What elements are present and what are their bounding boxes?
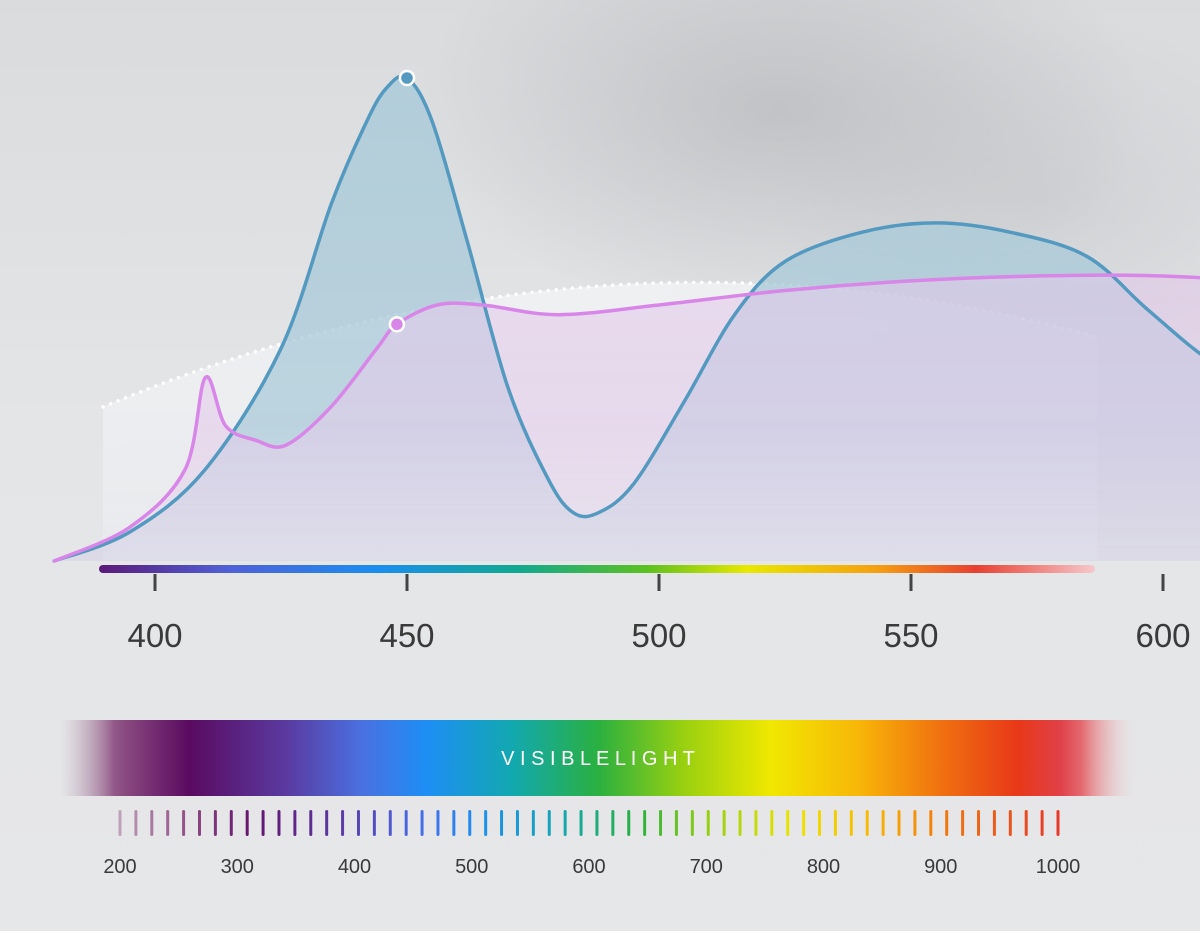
scale-tick: [515, 810, 519, 836]
scale-label-1000: 1000: [1036, 856, 1081, 878]
scale-tick: [134, 810, 138, 836]
scale-tick: [229, 810, 233, 836]
scale-label-500: 500: [455, 856, 488, 878]
scale-tick: [293, 810, 297, 836]
x-tick-label-500: 500: [631, 617, 686, 654]
scale-tick: [563, 810, 567, 836]
scale-label-400: 400: [338, 856, 371, 878]
visible-light-band: [60, 720, 1136, 796]
scale-tick: [388, 810, 392, 836]
scale-tick: [420, 810, 424, 836]
x-tick-400: [153, 574, 157, 591]
scale-tick: [325, 810, 329, 836]
scale-tick: [500, 810, 504, 836]
scale-tick: [372, 810, 376, 836]
scale-tick: [722, 810, 726, 836]
scale-tick: [166, 810, 170, 836]
scale-tick: [213, 810, 217, 836]
scale-tick: [468, 810, 472, 836]
scale-tick: [849, 810, 853, 836]
scale-tick: [961, 810, 965, 836]
scale-tick: [611, 810, 615, 836]
series-2-area: [54, 275, 1200, 561]
scale-tick: [277, 810, 281, 836]
scale-tick: [706, 810, 710, 836]
scale-label-200: 200: [103, 856, 136, 878]
scale-tick: [897, 810, 901, 836]
x-tick-550: [909, 574, 913, 591]
scale-tick: [992, 810, 996, 836]
series-1-line: [52, 74, 1200, 563]
scale-tick: [341, 810, 345, 836]
scale-tick: [627, 810, 631, 836]
scale-tick: [436, 810, 440, 836]
scale-tick: [881, 810, 885, 836]
scale-tick: [754, 810, 758, 836]
scale-tick: [818, 810, 822, 836]
scale-tick: [690, 810, 694, 836]
scale-tick: [802, 810, 806, 836]
x-tick-450: [405, 574, 409, 591]
scale-tick: [1056, 810, 1060, 836]
scale-tick: [929, 810, 933, 836]
scale-tick: [1008, 810, 1012, 836]
scale-tick: [643, 810, 647, 836]
scale-tick: [197, 810, 201, 836]
scale-tick: [659, 810, 663, 836]
scale-tick: [356, 810, 360, 836]
scale-tick: [913, 810, 917, 836]
x-tick-500: [657, 574, 661, 591]
scale-tick: [404, 810, 408, 836]
scale-tick: [833, 810, 837, 836]
scale-tick: [182, 810, 186, 836]
scale-tick: [547, 810, 551, 836]
peak-marker-2: [388, 316, 406, 333]
scale-tick: [150, 810, 154, 836]
visible-light-label: V I S I B L E L I G H T: [501, 748, 695, 770]
scale-tick: [118, 810, 122, 836]
scale-tick: [452, 810, 456, 836]
scale-label-800: 800: [807, 856, 840, 878]
scale-tick: [484, 810, 488, 836]
wavelength-axis-bar: [99, 565, 1095, 573]
scale-tick: [977, 810, 981, 836]
scale-tick: [738, 810, 742, 836]
x-tick-label-600: 600: [1135, 617, 1190, 654]
scale-label-600: 600: [572, 856, 605, 878]
scale-tick: [1024, 810, 1028, 836]
peak-marker-1: [398, 69, 416, 87]
x-tick-label-400: 400: [127, 617, 182, 654]
scale-tick: [786, 810, 790, 836]
scale-label-300: 300: [221, 856, 254, 878]
scale-tick: [674, 810, 678, 836]
scale-tick: [309, 810, 313, 836]
scale-tick: [261, 810, 265, 836]
x-tick-label-550: 550: [883, 617, 938, 654]
scale-label-700: 700: [690, 856, 723, 878]
scale-tick: [531, 810, 535, 836]
scale-tick: [1040, 810, 1044, 836]
scale-tick: [865, 810, 869, 836]
scale-label-900: 900: [924, 856, 957, 878]
x-tick-label-450: 450: [379, 617, 434, 654]
scale-tick: [595, 810, 599, 836]
x-tick-600: [1161, 574, 1165, 591]
scale-tick: [579, 810, 583, 836]
scale-tick: [245, 810, 249, 836]
scale-tick: [945, 810, 949, 836]
scale-tick: [770, 810, 774, 836]
series-2-line: [52, 273, 1200, 563]
